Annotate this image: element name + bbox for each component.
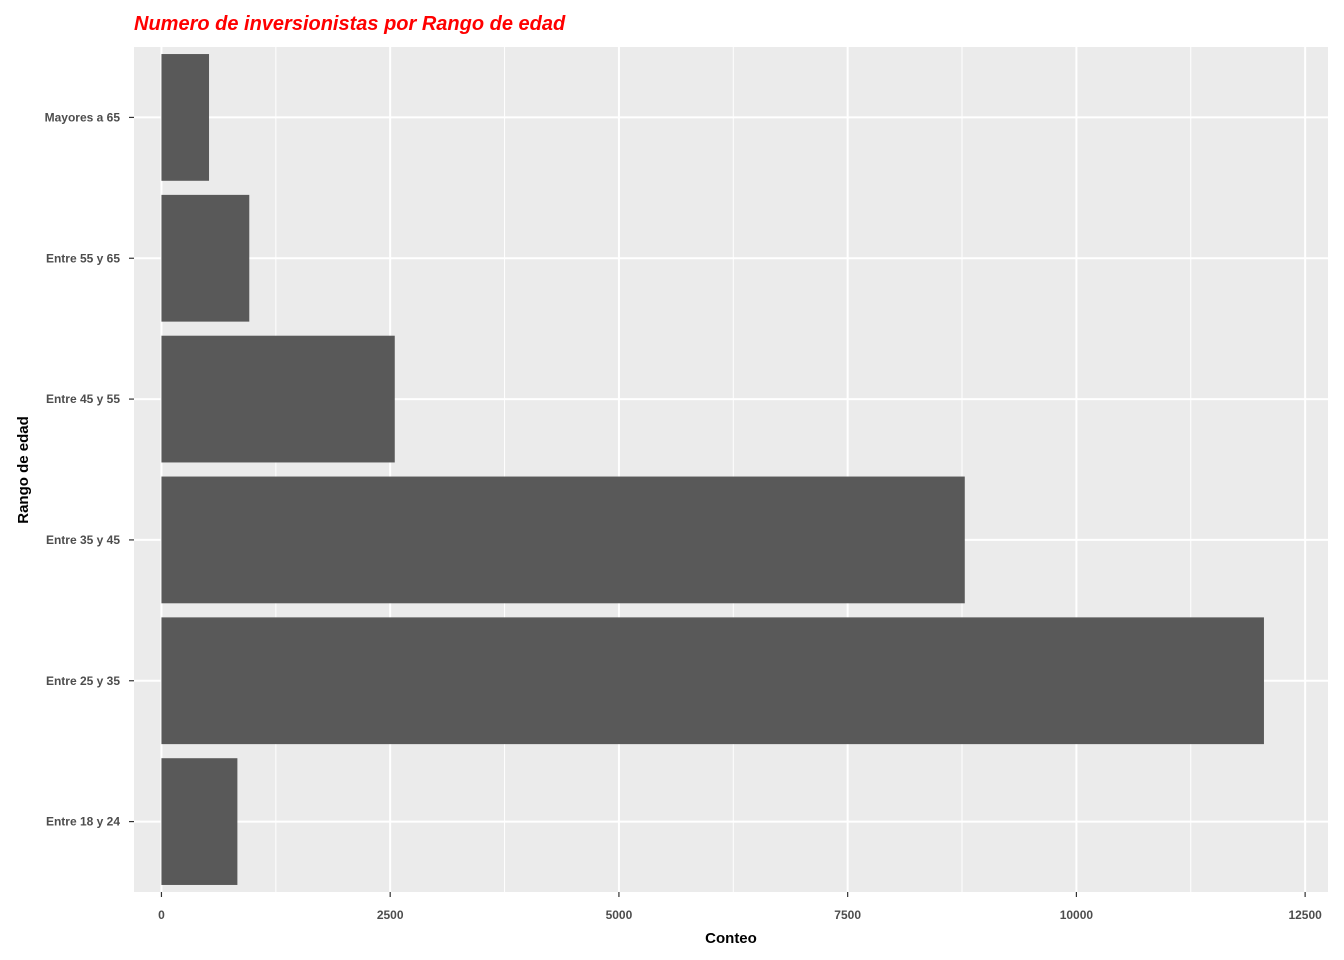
x-tick-label: 12500: [1288, 908, 1322, 922]
y-axis-ticks: Entre 18 y 24 Entre 25 y 35 Entre 35 y 45 E…: [45, 110, 134, 829]
bar: [161, 617, 1264, 745]
y-tick-label: Mayores a 65: [45, 110, 121, 124]
minor-gridlines: [275, 47, 1192, 892]
bar: [161, 476, 965, 604]
x-axis-title: Conteo: [705, 930, 757, 947]
chart-title: Numero de inversionistas por Rango de ed…: [134, 13, 566, 35]
x-tick-label: 10000: [1060, 908, 1094, 922]
x-tick-label: 0: [158, 908, 165, 922]
y-tick-label: Entre 45 y 55: [46, 392, 120, 406]
x-tick-label: 7500: [834, 908, 861, 922]
x-tick-label: 5000: [606, 908, 633, 922]
bar: [161, 335, 395, 463]
bar: [161, 54, 210, 181]
x-tick-label: 2500: [377, 908, 404, 922]
x-axis-ticks: 0 2500 5000 7500 10000 12500: [158, 892, 1322, 922]
y-tick-label: Entre 35 y 45: [46, 533, 120, 547]
y-tick-label: Entre 18 y 24: [46, 815, 120, 829]
bar: [161, 758, 238, 885]
bar: [161, 194, 250, 322]
y-tick-label: Entre 55 y 65: [46, 251, 120, 265]
y-tick-label: Entre 25 y 35: [46, 674, 120, 688]
bars: [161, 54, 1264, 885]
plot-panel: [134, 47, 1328, 892]
y-axis-title: Rango de edad: [15, 416, 32, 524]
